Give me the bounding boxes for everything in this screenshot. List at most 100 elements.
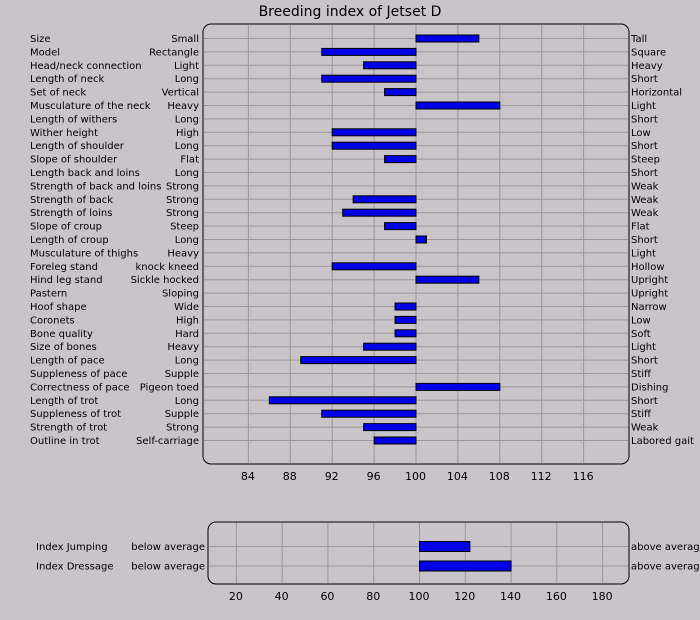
left-extreme-label: Vertical <box>162 88 199 99</box>
left-extreme-label: below average <box>131 562 205 573</box>
chart-title: Breeding index of Jetset D <box>259 4 442 20</box>
left-extreme-label: Long <box>175 114 199 125</box>
right-extreme-label: above average <box>631 562 700 573</box>
left-extreme-label: Heavy <box>167 342 199 353</box>
trait-label: Strength of trot <box>30 423 107 434</box>
trait-label: Slope of shoulder <box>30 155 118 166</box>
bar <box>363 61 417 70</box>
left-extreme-label: Flat <box>180 155 199 166</box>
right-extreme-label: Heavy <box>631 61 663 72</box>
x-tick-label: 140 <box>500 590 521 603</box>
bar <box>342 208 417 217</box>
bar <box>384 222 417 231</box>
right-extreme-label: Labored gait <box>631 436 694 447</box>
right-extreme-label: Soft <box>631 329 651 340</box>
right-extreme-label: Horizontal <box>631 88 682 99</box>
trait-label: Outline in trot <box>30 436 100 447</box>
right-extreme-label: Tall <box>630 34 647 45</box>
trait-label: Length of croup <box>30 235 109 246</box>
bar <box>394 302 417 311</box>
trait-label: Size <box>30 34 51 45</box>
bar <box>321 74 417 83</box>
left-extreme-label: Wide <box>174 302 199 313</box>
bar <box>419 541 471 552</box>
bar <box>394 315 417 324</box>
trait-label: Head/neck connection <box>30 61 142 72</box>
left-extreme-label: Heavy <box>167 248 199 259</box>
trait-label: Pastern <box>30 289 67 300</box>
right-extreme-label: Narrow <box>631 302 667 313</box>
trait-label: Length of trot <box>30 396 98 407</box>
trait-label: Index Jumping <box>36 542 108 553</box>
trait-label: Index Dressage <box>36 562 114 573</box>
x-tick-label: 104 <box>447 470 468 483</box>
plot-frame <box>207 521 630 585</box>
bar <box>331 262 417 271</box>
right-extreme-label: Stiff <box>631 369 652 380</box>
left-extreme-label: Long <box>175 168 199 179</box>
trait-label: Wither height <box>30 128 98 139</box>
left-extreme-label: Sloping <box>162 289 199 300</box>
bar <box>415 101 501 110</box>
x-tick-label: 116 <box>573 470 594 483</box>
right-extreme-label: Short <box>631 114 658 125</box>
left-extreme-label: Strong <box>166 208 199 219</box>
right-extreme-label: Upright <box>631 275 668 286</box>
right-extreme-label: Steep <box>631 155 660 166</box>
right-extreme-label: Dishing <box>631 382 669 393</box>
trait-label: Size of bones <box>30 342 97 353</box>
trait-label: Coronets <box>30 315 75 326</box>
x-tick-label: 20 <box>229 590 243 603</box>
bar <box>331 128 417 137</box>
plot-frame <box>202 23 630 465</box>
trait-label: Foreleg stand <box>30 262 98 273</box>
left-extreme-label: Strong <box>166 195 199 206</box>
trait-label: Model <box>30 47 60 58</box>
trait-label: Bone quality <box>30 329 93 340</box>
right-extreme-label: Weak <box>631 423 659 434</box>
bar <box>373 436 417 445</box>
right-extreme-label: Short <box>631 396 658 407</box>
left-extreme-label: Long <box>175 396 199 407</box>
right-extreme-label: Low <box>631 128 651 139</box>
bar <box>352 195 417 204</box>
x-tick-label: 160 <box>546 590 567 603</box>
x-tick-label: 60 <box>320 590 334 603</box>
bar <box>394 329 417 338</box>
x-tick-label: 92 <box>325 470 339 483</box>
x-tick-label: 100 <box>409 590 430 603</box>
left-extreme-label: Strong <box>166 423 199 434</box>
bar <box>415 382 501 391</box>
x-tick-label: 100 <box>405 470 426 483</box>
left-extreme-label: Long <box>175 235 199 246</box>
x-tick-label: 108 <box>489 470 510 483</box>
right-extreme-label: Light <box>631 342 656 353</box>
left-extreme-label: Light <box>174 61 199 72</box>
trait-label: Length of shoulder <box>30 141 125 152</box>
right-extreme-label: Short <box>631 74 658 85</box>
left-extreme-label: Supple <box>165 409 199 420</box>
right-extreme-label: Short <box>631 235 658 246</box>
bar <box>331 141 417 150</box>
trait-label: Strength of loins <box>30 208 112 219</box>
right-extreme-label: Light <box>631 248 656 259</box>
bar <box>321 47 417 56</box>
x-tick-label: 120 <box>454 590 475 603</box>
bar <box>384 88 417 97</box>
trait-label: Length of neck <box>30 74 104 85</box>
x-tick-label: 88 <box>283 470 297 483</box>
trait-label: Suppleness of trot <box>30 409 121 420</box>
left-extreme-label: Long <box>175 141 199 152</box>
left-extreme-label: Strong <box>166 181 199 192</box>
right-extreme-label: Short <box>631 356 658 367</box>
bar <box>415 235 427 244</box>
right-extreme-label: Stiff <box>631 409 652 420</box>
right-extreme-label: Upright <box>631 289 668 300</box>
trait-label: Hoof shape <box>30 302 87 313</box>
right-extreme-label: Low <box>631 315 651 326</box>
trait-label: Hind leg stand <box>30 275 103 286</box>
left-extreme-label: Heavy <box>167 101 199 112</box>
bar <box>363 423 417 432</box>
left-extreme-label: Self-carriage <box>136 436 199 447</box>
